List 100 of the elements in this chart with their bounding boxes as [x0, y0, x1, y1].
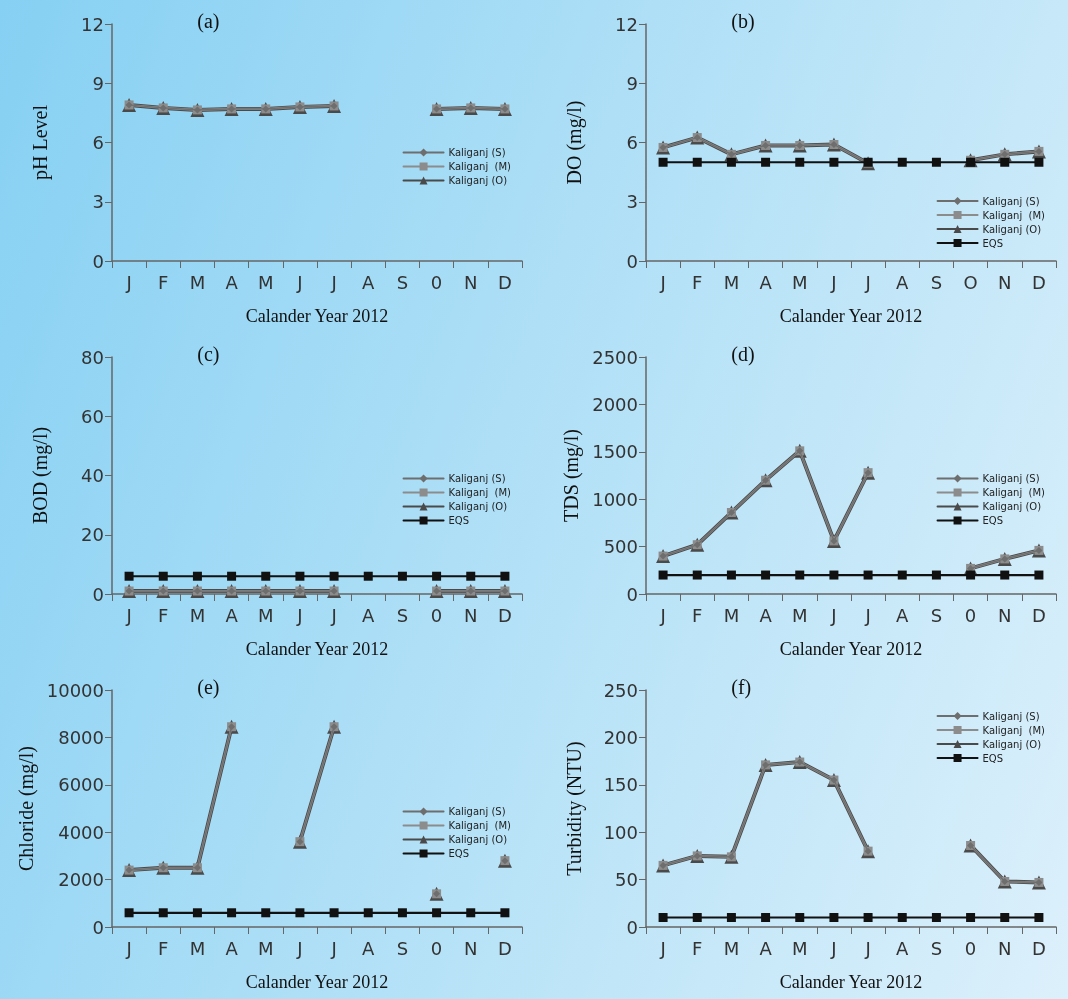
y-tick-label: 80	[81, 346, 104, 368]
y-tick-label: 500	[603, 536, 638, 558]
x-tick-label: A	[362, 604, 376, 626]
point	[761, 570, 771, 580]
y-tick-label: 12	[81, 13, 104, 35]
point	[966, 913, 976, 923]
y-tick-label: 50	[615, 869, 638, 891]
point	[829, 157, 839, 167]
point	[761, 157, 771, 167]
y-tick-label: 12	[615, 13, 638, 35]
x-tick-label: M	[257, 604, 274, 626]
point	[432, 908, 442, 918]
x-tick-label: D	[497, 937, 512, 959]
point	[158, 908, 168, 918]
point	[726, 913, 736, 923]
x-tick-label: A	[225, 271, 239, 293]
chart-title: (f)	[731, 676, 752, 699]
x-tick-label: M	[257, 937, 274, 959]
x-tick-label: S	[396, 604, 409, 626]
x-tick-label: N	[998, 937, 1012, 959]
legend-label: EQS	[448, 848, 470, 859]
legend-label: Kaliganj (S)	[448, 147, 506, 158]
x-tick-label: F	[692, 271, 703, 293]
legend-label: Kaliganj (S)	[448, 473, 506, 484]
y-axis-title: Chloride (mg/l)	[14, 746, 38, 871]
legend-label: Kaliganj (M)	[448, 161, 512, 172]
y-tick-label: 4000	[58, 821, 104, 843]
point	[692, 570, 702, 580]
chart-title: (b)	[731, 10, 755, 33]
x-tick-label: N	[998, 604, 1012, 626]
x-axis-title: Calander Year 2012	[245, 306, 389, 326]
x-axis-title: Calander Year 2012	[779, 972, 923, 992]
x-tick-label: J	[864, 271, 871, 293]
y-tick-label: 8000	[58, 726, 104, 748]
point	[192, 908, 202, 918]
x-tick-label: J	[659, 271, 666, 293]
x-tick-label: J	[296, 937, 303, 959]
point	[658, 570, 668, 580]
x-tick-label: J	[125, 937, 132, 959]
y-axis-title: BOD (mg/l)	[29, 426, 52, 525]
x-tick-label: J	[125, 604, 132, 626]
x-tick-label: S	[930, 271, 943, 293]
y-tick-label: 100	[603, 821, 638, 843]
point	[1034, 913, 1044, 923]
y-tick-label: 0	[92, 916, 104, 938]
x-tick-label: M	[723, 937, 740, 959]
legend-label: Kaliganj (M)	[982, 724, 1046, 736]
point	[829, 570, 839, 580]
x-tick-label: J	[659, 937, 666, 959]
point	[795, 913, 805, 923]
x-tick-label: M	[257, 271, 274, 293]
legend-label: Kaliganj (O)	[982, 501, 1042, 512]
y-tick-label: 40	[81, 465, 104, 486]
y-tick-label: 0	[92, 583, 104, 605]
x-tick-label: M	[723, 271, 740, 293]
point	[897, 157, 907, 167]
point	[363, 908, 373, 918]
point	[295, 908, 305, 918]
point	[466, 908, 476, 918]
point	[1000, 570, 1010, 580]
point	[227, 908, 237, 918]
x-tick-label: D	[1031, 271, 1046, 293]
x-axis-title: Calander Year 2012	[245, 639, 389, 659]
legend-label: Kaliganj (M)	[982, 487, 1046, 498]
x-tick-label: J	[125, 271, 132, 293]
legend-label: Kaliganj (O)	[982, 738, 1042, 750]
x-tick-label: D	[497, 271, 512, 293]
x-tick-label: A	[225, 937, 239, 959]
point	[1000, 157, 1010, 167]
x-tick-label: S	[396, 271, 409, 293]
x-tick-label: A	[225, 604, 239, 626]
x-tick-label: M	[791, 937, 808, 959]
x-tick-label: 0	[964, 937, 977, 959]
x-tick-label: J	[330, 937, 337, 959]
y-tick-label: 0	[626, 583, 638, 605]
point	[658, 913, 668, 923]
y-tick-label: 3	[626, 191, 638, 213]
x-tick-label: M	[791, 604, 808, 626]
legend-label: Kaliganj (O)	[448, 175, 508, 186]
x-tick-label: J	[864, 937, 871, 959]
y-axis-title: TDS (mg/l)	[560, 429, 584, 522]
legend-label: Kaliganj (S)	[448, 806, 506, 817]
y-tick-label: 250	[603, 679, 638, 701]
x-axis-title: Calander Year 2012	[779, 639, 923, 659]
x-tick-label: F	[692, 937, 703, 959]
point	[931, 570, 941, 580]
chart-title: (e)	[197, 676, 220, 699]
y-tick-label: 1000	[592, 488, 638, 510]
x-axis-title: Calander Year 2012	[779, 306, 923, 326]
x-tick-label: A	[759, 271, 773, 293]
chart-title: (d)	[731, 343, 755, 366]
x-tick-label: J	[830, 937, 837, 959]
x-tick-label: J	[296, 604, 303, 626]
x-tick-label: M	[189, 937, 206, 959]
x-tick-label: F	[692, 604, 703, 626]
point	[124, 908, 134, 918]
x-tick-label: S	[396, 937, 409, 959]
x-tick-label: J	[830, 604, 837, 626]
point	[692, 157, 702, 167]
point	[1034, 157, 1044, 167]
